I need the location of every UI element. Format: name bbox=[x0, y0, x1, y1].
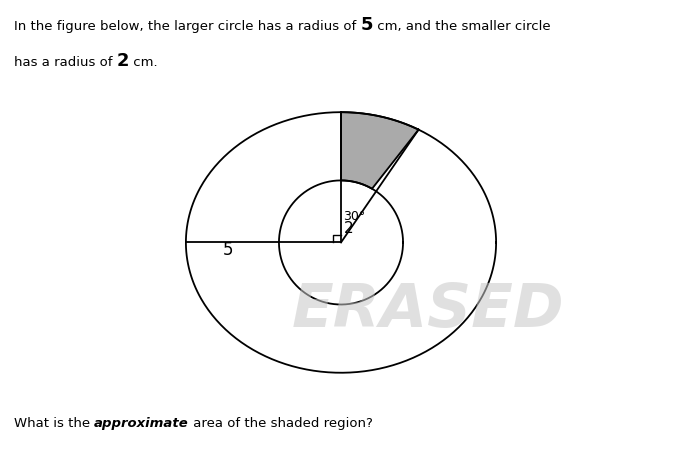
Polygon shape bbox=[341, 112, 419, 189]
Text: 5: 5 bbox=[360, 16, 372, 34]
Text: area of the shaded region?: area of the shaded region? bbox=[189, 417, 372, 430]
Text: ERASED: ERASED bbox=[291, 281, 564, 340]
Text: In the figure below, the larger circle has a radius of: In the figure below, the larger circle h… bbox=[14, 20, 360, 33]
Text: cm.: cm. bbox=[129, 56, 158, 69]
Text: cm, and the smaller circle: cm, and the smaller circle bbox=[372, 20, 550, 33]
Text: has a radius of: has a radius of bbox=[14, 56, 117, 69]
Text: What is the: What is the bbox=[14, 417, 94, 430]
Text: 2: 2 bbox=[117, 52, 129, 70]
Text: approximate: approximate bbox=[94, 417, 189, 430]
Text: 5: 5 bbox=[223, 241, 234, 259]
Text: 2: 2 bbox=[344, 221, 354, 236]
Text: 30°: 30° bbox=[344, 210, 366, 223]
